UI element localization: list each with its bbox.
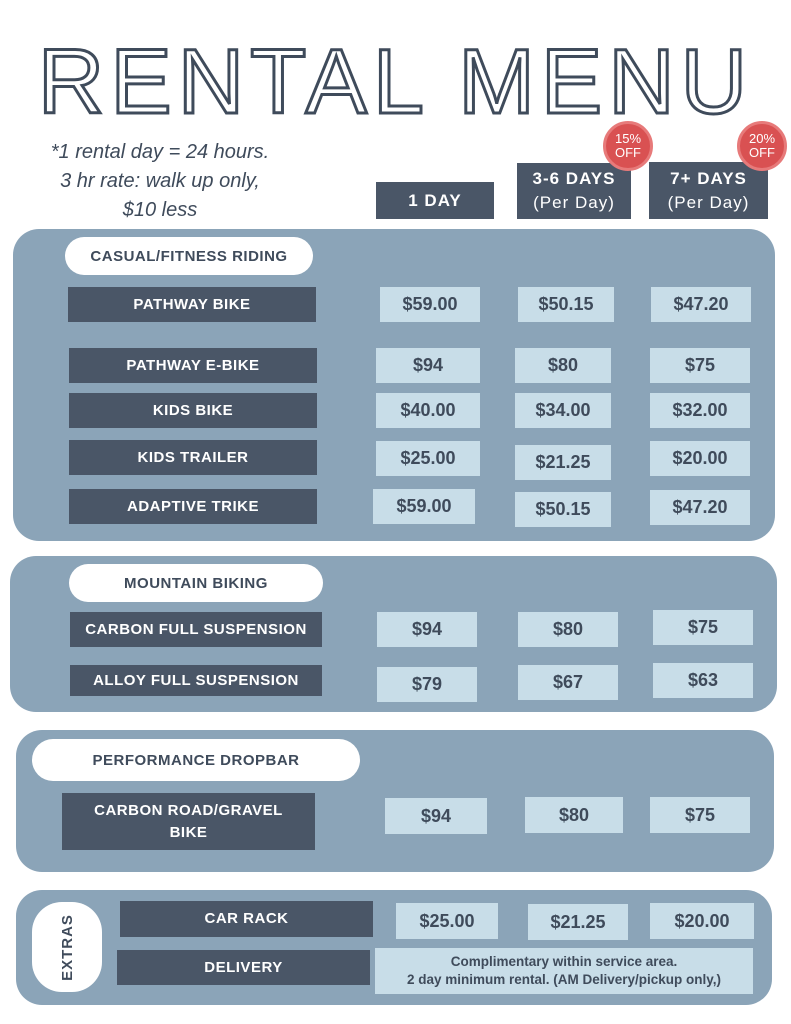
discount-badge-15-pct: 15%: [614, 131, 642, 146]
extras-title-label: EXTRAS: [58, 913, 76, 981]
price-adaptive-trike-3-6-days: $50.15: [515, 492, 611, 527]
price-pathway-bike-3-6-days: $50.15: [518, 287, 614, 322]
note-line-3: $10 less: [122, 199, 198, 221]
price-alloy-full-suspension-1-day: $79: [377, 667, 477, 702]
item-carbon-road-gravel-bike-line-2: BIKE: [169, 823, 208, 841]
price-pathway-bike-7-plus-days: $47.20: [651, 287, 751, 322]
column-header-7-plus-days-label: 7+ DAYS: [670, 168, 747, 188]
delivery-note-line-1: Complimentary within service area.: [450, 954, 678, 969]
price-car-rack-1-day: $25.00: [396, 903, 498, 939]
price-kids-trailer-7-plus-days: $20.00: [650, 441, 750, 476]
delivery-note: Complimentary within service area. 2 day…: [375, 948, 753, 994]
price-carbon-road-gravel-3-6-days: $80: [525, 797, 623, 833]
price-kids-bike-1-day: $40.00: [376, 393, 480, 428]
note-line-1: *1 rental day = 24 hours.: [50, 141, 270, 163]
price-kids-bike-3-6-days: $34.00: [515, 393, 611, 428]
discount-badge-20-pct: 20%: [748, 131, 776, 146]
column-header-1-day-label: 1 DAY: [408, 190, 462, 210]
price-kids-trailer-3-6-days: $21.25: [515, 445, 611, 480]
discount-badge-20: 20% OFF: [737, 121, 787, 171]
price-carbon-full-suspension-1-day: $94: [377, 612, 477, 647]
column-header-3-6-days-sub: (Per Day): [533, 193, 615, 212]
page-title: RENTAL MENU: [36, 30, 754, 135]
item-kids-trailer: KIDS TRAILER: [69, 440, 317, 475]
price-car-rack-3-6-days: $21.25: [528, 904, 628, 940]
price-adaptive-trike-1-day: $59.00: [373, 489, 475, 524]
price-pathway-bike-1-day: $59.00: [380, 287, 480, 322]
price-carbon-road-gravel-7-plus-days: $75: [650, 797, 750, 833]
item-pathway-bike: PATHWAY BIKE: [68, 287, 316, 322]
price-pathway-e-bike-1-day: $94: [376, 348, 480, 383]
item-carbon-road-gravel-bike-line-1: CARBON ROAD/GRAVEL: [94, 801, 283, 819]
column-header-7-plus-days: 7+ DAYS (Per Day): [649, 162, 768, 219]
discount-badge-20-off: OFF: [749, 145, 775, 160]
item-pathway-e-bike: PATHWAY E-BIKE: [69, 348, 317, 383]
item-car-rack: CAR RACK: [120, 901, 373, 937]
price-adaptive-trike-7-plus-days: $47.20: [650, 490, 750, 525]
mountain-biking-title: MOUNTAIN BIKING: [69, 564, 323, 602]
extras-title: EXTRAS: [32, 902, 102, 992]
price-carbon-full-suspension-7-plus-days: $75: [653, 610, 753, 645]
item-carbon-road-gravel-bike: CARBON ROAD/GRAVEL BIKE: [62, 793, 315, 850]
column-header-7-plus-days-sub: (Per Day): [667, 192, 750, 212]
column-header-1-day: 1 DAY: [376, 182, 494, 219]
item-carbon-full-suspension: CARBON FULL SUSPENSION: [70, 612, 322, 647]
item-kids-bike: KIDS BIKE: [69, 393, 317, 428]
price-alloy-full-suspension-3-6-days: $67: [518, 665, 618, 700]
price-alloy-full-suspension-7-plus-days: $63: [653, 663, 753, 698]
column-header-3-6-days-label: 3-6 DAYS: [532, 169, 616, 188]
discount-badge-15-off: OFF: [615, 145, 641, 160]
item-alloy-full-suspension: ALLOY FULL SUSPENSION: [70, 665, 322, 696]
casual-fitness-title: CASUAL/FITNESS RIDING: [65, 237, 313, 275]
price-car-rack-7-plus-days: $20.00: [650, 903, 754, 939]
note-line-2: 3 hr rate: walk up only,: [60, 170, 260, 192]
item-adaptive-trike: ADAPTIVE TRIKE: [69, 489, 317, 524]
price-kids-bike-7-plus-days: $32.00: [650, 393, 750, 428]
price-kids-trailer-1-day: $25.00: [376, 441, 480, 476]
price-pathway-e-bike-7-plus-days: $75: [650, 348, 750, 383]
price-carbon-road-gravel-1-day: $94: [385, 798, 487, 834]
price-pathway-e-bike-3-6-days: $80: [515, 348, 611, 383]
column-header-3-6-days: 3-6 DAYS (Per Day): [517, 163, 631, 219]
item-delivery: DELIVERY: [117, 950, 370, 985]
discount-badge-15: 15% OFF: [603, 121, 653, 171]
performance-dropbar-title: PERFORMANCE DROPBAR: [32, 739, 360, 781]
price-carbon-full-suspension-3-6-days: $80: [518, 612, 618, 647]
rental-note: *1 rental day = 24 hours. 3 hr rate: wal…: [20, 138, 300, 225]
delivery-note-line-2: 2 day minimum rental. (AM Delivery/picku…: [406, 972, 722, 987]
